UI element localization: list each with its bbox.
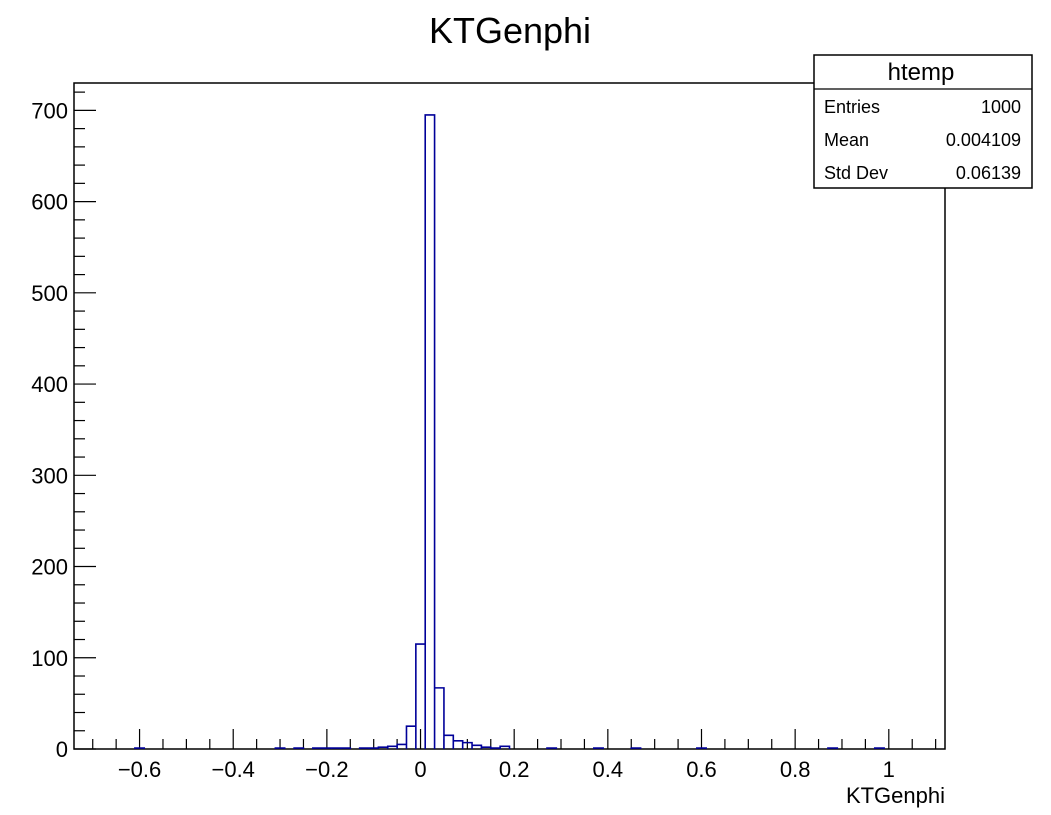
histogram-bin: [435, 688, 444, 749]
y-tick-label: 100: [31, 646, 68, 671]
histogram-outline: [134, 114, 885, 749]
x-tick-label: −0.4: [211, 757, 254, 782]
x-tick-label: −0.6: [118, 757, 161, 782]
x-tick-label: 0.2: [499, 757, 530, 782]
y-tick-label: 0: [56, 737, 68, 762]
y-tick-label: 600: [31, 190, 68, 215]
chart-title: KTGenphi: [429, 10, 591, 51]
x-axis: −0.6 −0.4 −0.2 0 0.2 0.4 0.6 0.8 1: [92, 729, 937, 782]
stats-value-entries: 1000: [981, 97, 1021, 117]
histogram-bin: [453, 741, 462, 749]
x-tick-label: 0.4: [593, 757, 624, 782]
y-tick-label: 700: [31, 98, 68, 123]
x-tick-label: −0.2: [305, 757, 348, 782]
stats-label-std-dev: Std Dev: [824, 163, 888, 183]
x-tick-label: 1: [883, 757, 895, 782]
y-tick-label: 500: [31, 281, 68, 306]
histogram-bin: [425, 115, 434, 749]
x-tick-label: 0.8: [780, 757, 811, 782]
stats-value-std-dev: 0.06139: [956, 163, 1021, 183]
stats-box-title: htemp: [888, 59, 955, 86]
stats-value-mean: 0.004109: [946, 130, 1021, 150]
histogram-bin: [444, 735, 453, 749]
y-tick-label: 200: [31, 555, 68, 580]
x-tick-label: 0: [414, 757, 426, 782]
y-tick-label: 400: [31, 372, 68, 397]
stats-label-entries: Entries: [824, 97, 880, 117]
y-tick-label: 300: [31, 463, 68, 488]
stats-label-mean: Mean: [824, 130, 869, 150]
x-tick-label: 0.6: [686, 757, 717, 782]
stats-box-frame: [813, 54, 1033, 189]
histogram-bins: [135, 115, 884, 749]
histogram-bin: [406, 726, 415, 749]
y-axis: 0 100 200 300 400 500 600 700: [31, 91, 96, 762]
x-axis-title: KTGenphi: [846, 783, 945, 808]
stats-box: htemp Entries 1000 Mean 0.004109 Std Dev…: [813, 54, 1033, 189]
